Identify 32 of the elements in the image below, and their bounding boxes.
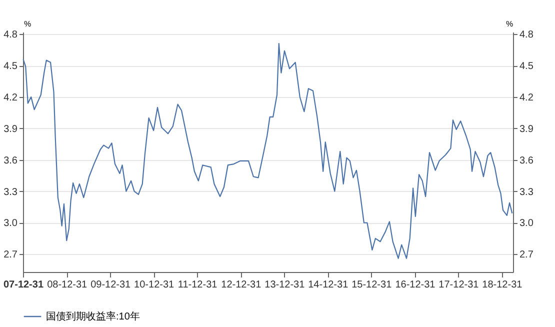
y2-tick-label: 3.3 — [520, 186, 534, 198]
x-tick-label: 15-12-31 — [352, 280, 392, 290]
x-tick-label: 16-12-31 — [395, 280, 436, 290]
legend-label: 国债到期收益率:10年 — [46, 310, 140, 322]
x-tick-label: 12-12-31 — [221, 280, 262, 290]
y-tick-label: 3.9 — [4, 124, 18, 135]
y-tick-label: 4.5 — [4, 61, 18, 72]
y-tick-label: 3.3 — [4, 186, 18, 198]
y-tick-label: 4.2 — [4, 92, 18, 104]
y-tick-label: 4.8 — [4, 30, 18, 41]
y2-tick-label: 4.8 — [520, 30, 534, 41]
y2-tick-label: 2.7 — [520, 250, 534, 261]
y-tick-label: 3.6 — [4, 155, 18, 166]
line-series — [22, 42, 513, 259]
x-tick-label: 09-12-31 — [90, 280, 132, 290]
y-axis-title: % — [24, 20, 32, 28]
x-tick-label: 10-12-31 — [134, 280, 175, 290]
y2-tick-label: 3.9 — [520, 124, 534, 135]
x-tick-label: 18-12-31 — [482, 280, 523, 290]
y-tick-label: 3.0 — [4, 218, 18, 230]
y-tick-label: 2.7 — [4, 250, 18, 261]
x-tick-label: 07-12-31 — [3, 280, 44, 290]
x-tick-label: 11-12-31 — [178, 280, 218, 290]
y2-tick-label: 4.5 — [520, 61, 534, 72]
x-tick-label: 13-12-31 — [264, 280, 306, 290]
x-tick-label: 08-12-31 — [47, 280, 88, 290]
x-tick-label: 14-12-31 — [308, 280, 349, 290]
y2-tick-label: 3.6 — [520, 155, 534, 166]
y2-axis-title: % — [506, 20, 514, 28]
y2-tick-label: 3.0 — [520, 218, 534, 230]
x-tick-label: 17-12-31 — [438, 280, 480, 290]
y2-tick-label: 4.2 — [520, 92, 534, 104]
